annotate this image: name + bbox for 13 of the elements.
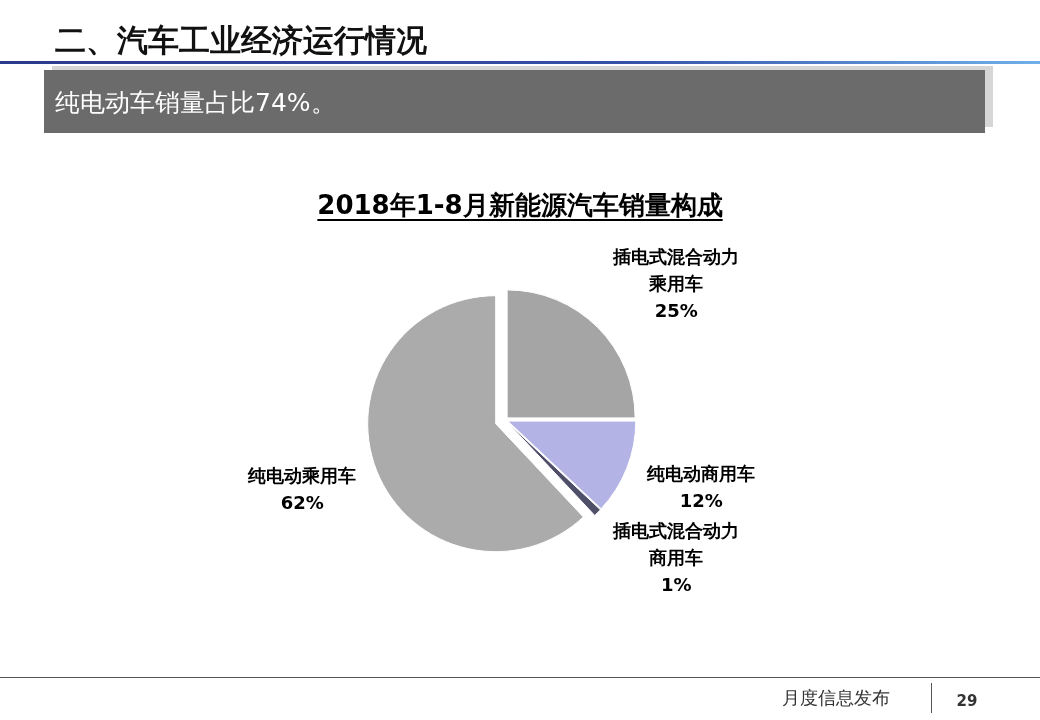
data-label: 1% bbox=[660, 573, 692, 595]
data-label: 12% bbox=[679, 489, 723, 511]
slice-label: 纯电动乘用车 bbox=[247, 465, 357, 487]
text: 月度信息发布 bbox=[782, 687, 890, 708]
data-label: 25% bbox=[654, 299, 698, 321]
chart-title: 2018年1-8月新能源汽车销量构成 bbox=[317, 190, 723, 220]
text: 二、汽车工业经济运行情况 bbox=[55, 22, 428, 58]
data-label: 62% bbox=[280, 492, 324, 514]
slice-label: 插电式混合动力商用车 bbox=[612, 519, 740, 568]
slice-label: 插电式混合动力乘用车 bbox=[612, 245, 740, 294]
chart-subtitle: 纯电动车销量占比74%。 bbox=[55, 88, 336, 117]
slice-label: 纯电动商用车 bbox=[646, 462, 756, 484]
text: 29 bbox=[956, 692, 978, 710]
